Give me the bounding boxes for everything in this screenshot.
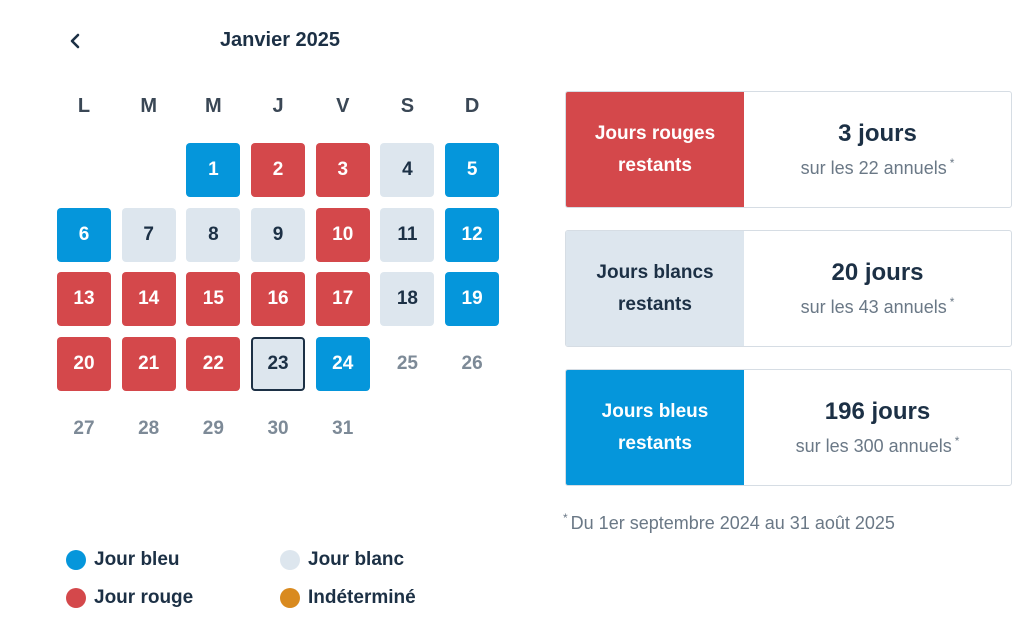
weekday-header: L M M J V S D: [57, 88, 499, 124]
red-dot-icon: [66, 588, 86, 608]
weekday-label: M: [205, 94, 222, 117]
card-label-line: Jours rouges: [594, 122, 716, 144]
card-label-line: restants: [618, 293, 692, 315]
card-subtitle-text: sur les 22 annuels: [800, 158, 947, 178]
legend-item-indetermine: Indéterminé: [280, 586, 480, 610]
calendar-day[interactable]: 17: [315, 272, 370, 327]
card-jours-rouges: Jours rouges restants 3 jours sur les 22 …: [565, 91, 1012, 208]
card-label-line: Jours blancs: [596, 261, 714, 283]
calendar-day[interactable]: 15: [186, 272, 241, 327]
calendar-day[interactable]: 14: [121, 272, 176, 327]
calendar-day[interactable]: 16: [251, 272, 306, 327]
white-dot-icon: [280, 550, 300, 570]
calendar-grid: 1 2 3 4 5 6 7 8 9 10 11 12 13 14 15 16 17 18 19 20 21 22 23 24 2…: [57, 143, 500, 456]
calendar-day[interactable]: 5: [445, 143, 500, 197]
calendar-day[interactable]: 20: [57, 337, 111, 392]
calendar-day[interactable]: 19: [445, 272, 500, 327]
card-label: Jours blancs restants: [566, 231, 744, 346]
weekday-label: V: [336, 94, 350, 117]
calendar-day[interactable]: 30: [267, 417, 289, 439]
footnote-text: Du 1er septembre 2024 au 31 août 2025: [570, 513, 895, 533]
weekday-label: M: [140, 94, 158, 117]
card-count: 3 jours: [838, 120, 917, 147]
card-count: 20 jours: [831, 259, 924, 286]
weekday-label: J: [272, 94, 284, 117]
calendar-day[interactable]: 3: [315, 143, 370, 197]
calendar-day[interactable]: 9: [251, 207, 306, 262]
calendar-day[interactable]: 1: [186, 143, 241, 197]
calendar-day[interactable]: 26: [461, 353, 483, 375]
asterisk: *: [563, 511, 568, 525]
month-title: Janvier 2025: [219, 29, 341, 51]
card-label-line: Jours bleus: [601, 400, 709, 422]
calendar-day[interactable]: 4: [380, 143, 435, 197]
calendar-day[interactable]: 8: [186, 207, 241, 262]
calendar-day[interactable]: 22: [186, 337, 241, 392]
asterisk: *: [949, 295, 955, 309]
legend-label: Jour blanc: [308, 549, 405, 570]
orange-dot-icon: [280, 588, 300, 608]
blue-dot-icon: [66, 550, 86, 570]
calendar-day[interactable]: 13: [57, 272, 111, 327]
legend-item-rouge: Jour rouge: [66, 586, 280, 610]
calendar-day[interactable]: 12: [445, 207, 500, 262]
weekday-label: S: [400, 94, 415, 117]
asterisk: *: [949, 156, 955, 170]
calendar-day[interactable]: 25: [396, 353, 418, 375]
calendar-day[interactable]: 10: [315, 207, 370, 262]
calendar-day[interactable]: 27: [73, 417, 95, 439]
calendar-day[interactable]: 21: [121, 337, 176, 392]
calendar-day[interactable]: 24: [315, 337, 370, 392]
asterisk: *: [954, 434, 960, 448]
legend-label: Jour rouge: [94, 587, 194, 608]
card-jours-bleus: Jours bleus restants 196 jours sur les 30…: [565, 369, 1012, 486]
calendar-day[interactable]: 29: [202, 417, 224, 439]
card-count: 196 jours: [824, 398, 931, 425]
legend-label: Indéterminé: [308, 587, 416, 608]
calendar-day[interactable]: 6: [57, 207, 111, 262]
legend: Jour bleu Jour blanc Jour rouge Indéterm…: [66, 548, 480, 610]
card-subtitle: sur les 22 annuels *: [801, 156, 955, 179]
legend-item-bleu: Jour bleu: [66, 548, 280, 572]
calendar-day[interactable]: 2: [251, 143, 306, 197]
card-label-line: restants: [618, 154, 692, 176]
calendar-day[interactable]: 31: [332, 417, 354, 439]
card-label-line: restants: [618, 432, 692, 454]
card-value: 20 jours sur les 43 annuels *: [744, 231, 1011, 346]
card-jours-blancs: Jours blancs restants 20 jours sur les 43…: [565, 230, 1012, 347]
calendar-day[interactable]: 7: [121, 207, 176, 262]
weekday-label: L: [77, 94, 91, 117]
footnote: * Du 1er septembre 2024 au 31 août 2025: [563, 511, 895, 534]
card-subtitle-text: sur les 43 annuels: [800, 297, 947, 317]
card-value: 3 jours sur les 22 annuels *: [744, 92, 1011, 207]
card-subtitle: sur les 43 annuels *: [801, 295, 955, 318]
card-value: 196 jours sur les 300 annuels *: [744, 370, 1011, 485]
legend-item-blanc: Jour blanc: [280, 548, 480, 572]
card-label: Jours rouges restants: [566, 92, 744, 207]
card-subtitle: sur les 300 annuels *: [796, 434, 960, 457]
calendar-day[interactable]: 23: [251, 337, 306, 392]
calendar-day[interactable]: 11: [380, 207, 435, 262]
card-subtitle-text: sur les 300 annuels: [795, 436, 952, 456]
calendar-day[interactable]: 28: [138, 417, 160, 439]
legend-label: Jour bleu: [94, 549, 180, 570]
weekday-label: D: [464, 94, 480, 117]
calendar-day[interactable]: 18: [380, 272, 435, 327]
card-label: Jours bleus restants: [566, 370, 744, 485]
chevron-left-icon[interactable]: [64, 30, 86, 52]
